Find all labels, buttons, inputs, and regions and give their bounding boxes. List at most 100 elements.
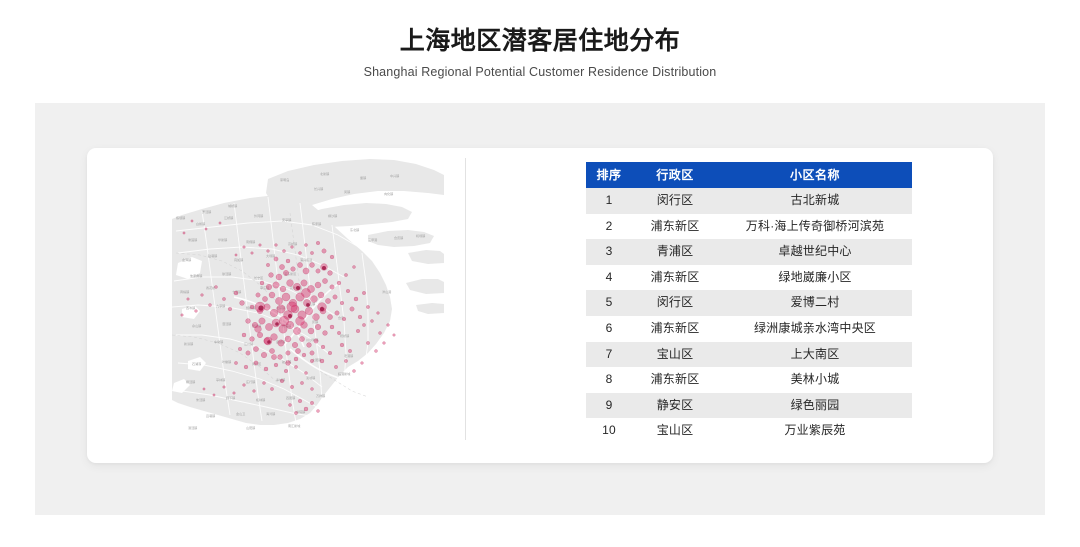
cell-rank: 10 [586, 418, 632, 444]
svg-text:金山卫: 金山卫 [236, 411, 245, 416]
landmass-changxing [302, 203, 412, 227]
svg-text:江川路: 江川路 [244, 341, 253, 346]
svg-text:商榻镇: 商榻镇 [180, 289, 189, 294]
svg-text:罗泾镇: 罗泾镇 [202, 209, 211, 214]
landmass-hengsha [368, 230, 434, 247]
page-subtitle: Shanghai Regional Potential Customer Res… [363, 65, 717, 80]
table-row[interactable]: 9 静安区 绿色丽园 [586, 392, 912, 419]
svg-text:向化镇: 向化镇 [384, 191, 393, 196]
cell-community: 上大南区 [718, 341, 912, 368]
svg-text:朱家角镇: 朱家角镇 [190, 273, 202, 278]
svg-text:老港镇: 老港镇 [344, 353, 353, 358]
svg-text:四团镇: 四团镇 [286, 395, 295, 400]
svg-text:中兴镇: 中兴镇 [390, 173, 399, 178]
table-row[interactable]: 3 青浦区 卓越世纪中心 [586, 239, 912, 265]
svg-text:徐泾镇: 徐泾镇 [222, 271, 231, 276]
cell-community: 万科·海上传奇御桥河滨苑 [718, 213, 912, 240]
table-row[interactable]: 7 宝山区 上大南区 [586, 341, 912, 368]
svg-text:金泽镇: 金泽镇 [182, 257, 191, 262]
svg-text:唐镇: 唐镇 [312, 319, 318, 324]
cell-rank: 9 [586, 392, 632, 419]
svg-text:康桥镇: 康桥镇 [276, 339, 285, 344]
water-dianshan-lake [176, 257, 202, 279]
svg-text:枫泾镇: 枫泾镇 [186, 379, 195, 384]
section-divider [465, 158, 466, 440]
svg-text:浦东新区: 浦东新区 [284, 271, 296, 276]
svg-text:合庆: 合庆 [338, 315, 344, 320]
svg-text:东北镇: 东北镇 [350, 227, 359, 232]
svg-text:庄行镇: 庄行镇 [246, 379, 255, 384]
landmass-east-isle-c [416, 303, 444, 314]
cell-district: 闵行区 [632, 290, 718, 316]
table-row[interactable]: 1 闵行区 古北新城 [586, 188, 912, 214]
svg-text:重固镇: 重固镇 [188, 237, 197, 242]
table-row[interactable]: 5 闵行区 爱博二村 [586, 290, 912, 316]
column-header-district[interactable]: 行政区 [632, 162, 718, 188]
table-row[interactable]: 10 宝山区 万业紫辰苑 [586, 418, 912, 444]
svg-text:浦兴街道: 浦兴街道 [300, 257, 312, 262]
cell-community: 绿洲康城亲水湾中央区 [718, 315, 912, 342]
svg-text:九亭镇: 九亭镇 [216, 303, 225, 308]
svg-text:万祥镇: 万祥镇 [316, 393, 325, 398]
map-container[interactable]: 崇明岛 北新镇 堡镇 中兴镇 长兴镇 凤镇 向化镇 横沙镇 陈家镇 东北镇 三甲港 合庆镇… [172, 157, 444, 441]
cell-rank: 5 [586, 290, 632, 316]
cell-community: 古北新城 [718, 188, 912, 214]
scatter-points-dark [258, 266, 326, 344]
svg-text:崇明岛: 崇明岛 [280, 177, 289, 182]
cell-rank: 6 [586, 315, 632, 342]
column-header-rank[interactable]: 排序 [586, 162, 632, 188]
svg-text:泥城镇: 泥城镇 [306, 375, 315, 380]
svg-text:山阳镇: 山阳镇 [246, 425, 255, 430]
landmass-chongming [266, 159, 444, 209]
svg-text:漕泾镇: 漕泾镇 [188, 425, 197, 430]
cell-district: 浦东新区 [632, 264, 718, 291]
svg-text:川沙新镇: 川沙新镇 [306, 337, 318, 342]
svg-text:周浦镇: 周浦镇 [282, 323, 291, 328]
svg-text:高桥镇: 高桥镇 [288, 241, 297, 246]
svg-text:书院镇: 书院镇 [296, 409, 305, 414]
cell-district: 浦东新区 [632, 367, 718, 393]
scatter-points [180, 219, 396, 415]
svg-text:外冈镇: 外冈镇 [254, 213, 263, 218]
cell-community: 美林小城 [718, 367, 912, 393]
boundary-lines [172, 212, 369, 398]
cell-rank: 4 [586, 264, 632, 291]
cell-district: 浦东新区 [632, 213, 718, 240]
svg-text:安亭镇: 安亭镇 [282, 217, 291, 222]
svg-text:大团镇: 大团镇 [312, 357, 321, 362]
svg-text:亭林镇: 亭林镇 [216, 377, 225, 382]
table-row[interactable]: 6 浦东新区 绿洲康城亲水湾中央区 [586, 315, 912, 342]
svg-text:朱泾镇: 朱泾镇 [196, 397, 205, 402]
svg-text:吴泾镇: 吴泾镇 [252, 323, 261, 328]
svg-text:三甲港: 三甲港 [368, 237, 378, 242]
cell-rank: 1 [586, 188, 632, 214]
table-row[interactable]: 8 浦东新区 美林小城 [586, 367, 912, 393]
cell-district: 静安区 [632, 392, 718, 419]
cell-rank: 7 [586, 341, 632, 368]
svg-text:北新镇: 北新镇 [320, 171, 329, 176]
svg-text:凤镇: 凤镇 [344, 189, 350, 194]
table-row[interactable]: 2 浦东新区 万科·海上传奇御桥河滨苑 [586, 213, 912, 240]
svg-text:南翔镇: 南翔镇 [246, 239, 255, 244]
page-heading: 上海地区潜客居住地分布 Shanghai Regional Potential … [0, 26, 1080, 80]
river-lines [233, 282, 361, 384]
svg-text:合庆镇: 合庆镇 [394, 235, 403, 240]
cell-rank: 8 [586, 367, 632, 393]
svg-text:莘庄镇: 莘庄镇 [260, 285, 269, 290]
cell-community: 绿地崴廉小区 [718, 264, 912, 291]
svg-text:大场镇: 大场镇 [266, 253, 275, 258]
svg-text:横沙镇: 横沙镇 [328, 213, 337, 218]
page-title: 上海地区潜客居住地分布 [399, 27, 681, 55]
table-row[interactable]: 4 浦东新区 绿地崴廉小区 [586, 264, 912, 291]
column-header-community[interactable]: 小区名称 [718, 162, 912, 188]
svg-text:闵行区: 闵行区 [252, 361, 261, 366]
svg-text:柘林镇: 柘林镇 [256, 397, 265, 402]
svg-text:石湖荡: 石湖荡 [192, 361, 201, 366]
svg-text:陈家镇: 陈家镇 [312, 221, 321, 226]
svg-text:新浜镇: 新浜镇 [184, 341, 193, 346]
svg-text:北蔡镇: 北蔡镇 [276, 305, 285, 310]
svg-text:佘山镇: 佘山镇 [192, 323, 201, 328]
